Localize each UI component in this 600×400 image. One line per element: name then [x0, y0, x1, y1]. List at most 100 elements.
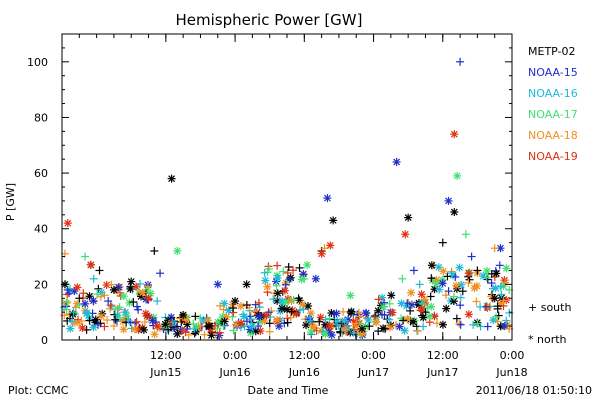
- background-marker: [439, 267, 448, 276]
- background-marker: [385, 315, 394, 324]
- data-point: [352, 319, 361, 328]
- background-marker: [125, 298, 134, 307]
- background-marker: [106, 304, 115, 313]
- x-tick-sublabel: Jun17: [357, 366, 389, 379]
- data-point: [407, 288, 416, 297]
- background-marker: [456, 293, 465, 302]
- data-point: [69, 308, 78, 317]
- background-marker: [379, 302, 388, 311]
- background-marker: [438, 320, 447, 329]
- background-marker: [265, 264, 274, 273]
- background-marker: [492, 269, 501, 278]
- x-tick-sublabel: Jun16: [218, 366, 250, 379]
- data-point: [502, 316, 511, 325]
- background-marker: [261, 276, 270, 285]
- background-marker: [496, 282, 505, 291]
- background-scatter: [60, 260, 514, 340]
- background-marker: [315, 317, 324, 326]
- data-point: [294, 294, 303, 303]
- data-points: [60, 57, 514, 336]
- background-marker: [298, 300, 307, 309]
- background-marker: [281, 280, 290, 289]
- data-point: [104, 297, 113, 306]
- data-point: [450, 208, 459, 217]
- y-tick-label: 60: [34, 167, 48, 180]
- x-tick-sublabel: Jun17: [426, 366, 458, 379]
- data-point: [167, 174, 176, 183]
- background-marker: [140, 318, 149, 327]
- background-marker: [365, 322, 374, 331]
- background-marker: [111, 315, 120, 324]
- x-tick-label: 0:00: [223, 349, 248, 362]
- background-marker: [403, 315, 412, 324]
- background-marker: [438, 279, 447, 288]
- data-point: [75, 319, 84, 328]
- background-marker: [325, 314, 334, 323]
- data-point: [490, 294, 499, 303]
- background-marker: [321, 330, 330, 339]
- background-marker: [487, 279, 496, 288]
- background-marker: [139, 325, 148, 334]
- data-point: [427, 302, 436, 311]
- background-marker: [192, 323, 201, 332]
- background-marker: [432, 279, 441, 288]
- background-marker: [281, 297, 290, 306]
- data-point: [242, 280, 251, 289]
- background-marker: [419, 313, 428, 322]
- data-point: [358, 324, 366, 333]
- background-marker: [262, 311, 271, 320]
- background-marker: [255, 312, 264, 321]
- x-tick-label: 12:00: [427, 349, 459, 362]
- background-marker: [299, 305, 308, 314]
- background-marker: [426, 292, 435, 301]
- background-marker: [441, 291, 450, 300]
- data-point: [326, 241, 335, 250]
- data-point: [86, 260, 95, 269]
- background-marker: [407, 300, 416, 309]
- legend-entry: NOAA-19: [528, 150, 578, 163]
- background-marker: [85, 316, 94, 325]
- background-marker: [472, 297, 481, 306]
- background-marker: [62, 305, 71, 314]
- data-point: [464, 269, 473, 278]
- background-marker: [161, 320, 170, 329]
- background-marker: [362, 308, 371, 317]
- background-marker: [286, 313, 295, 322]
- background-marker: [425, 312, 434, 321]
- data-point: [173, 246, 182, 255]
- legend-marker-north: * north: [528, 333, 567, 346]
- background-marker: [472, 281, 481, 290]
- y-tick-label: 80: [34, 111, 48, 124]
- data-point: [450, 130, 459, 139]
- data-point: [89, 274, 98, 283]
- plot-frame: [61, 33, 513, 341]
- background-marker: [388, 308, 397, 317]
- data-point: [317, 249, 326, 258]
- background-marker: [399, 316, 408, 325]
- background-marker: [228, 304, 237, 313]
- data-point: [392, 157, 401, 166]
- data-point: [150, 246, 159, 255]
- background-marker: [442, 304, 451, 313]
- legend: METP-02 NOAA-15 NOAA-16 NOAA-17 NOAA-18 NOAA-…: [528, 45, 578, 346]
- background-marker: [374, 295, 383, 304]
- background-marker: [304, 315, 313, 324]
- data-point: [346, 291, 355, 300]
- background-marker: [295, 263, 304, 272]
- chart-title: Hemispheric Power [GW]: [176, 11, 363, 29]
- y-tick-label: 0: [41, 334, 48, 347]
- data-point: [109, 322, 118, 331]
- background-marker: [444, 287, 453, 296]
- background-marker: [476, 302, 485, 311]
- x-tick-label: 12:00: [150, 349, 182, 362]
- data-point: [153, 297, 162, 306]
- data-point: [311, 274, 320, 283]
- data-point: [81, 299, 90, 308]
- data-point: [138, 288, 147, 297]
- data-point: [329, 216, 338, 225]
- background-marker: [469, 320, 478, 329]
- background-marker: [153, 322, 162, 331]
- data-point: [447, 269, 456, 278]
- legend-entry: NOAA-15: [528, 66, 578, 79]
- background-marker: [236, 302, 245, 311]
